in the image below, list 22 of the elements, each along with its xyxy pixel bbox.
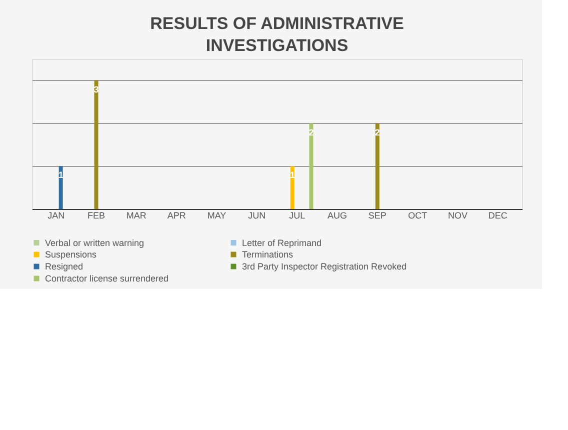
legend-label: Suspensions bbox=[45, 250, 98, 260]
x-tick-label: SEP bbox=[368, 210, 386, 220]
x-tick-label: JUN bbox=[248, 210, 266, 220]
legend-label: Verbal or written warning bbox=[45, 238, 144, 248]
legend-label: Letter of Reprimand bbox=[242, 238, 322, 248]
x-tick-label: AUG bbox=[327, 210, 348, 220]
x-tick-label: JUL bbox=[289, 210, 306, 220]
x-tick-label: MAR bbox=[126, 210, 147, 220]
x-tick-label: FEB bbox=[88, 210, 106, 220]
x-tick-label: APR bbox=[167, 210, 186, 220]
legend-label: Contractor license surrendered bbox=[45, 274, 169, 284]
x-tick-label: NOV bbox=[448, 210, 468, 220]
x-tick-label: DEC bbox=[488, 210, 508, 220]
x-tick-label: OCT bbox=[408, 210, 428, 220]
x-tick-label: JAN bbox=[48, 210, 65, 220]
legend-label: Resigned bbox=[45, 262, 84, 272]
legend-label: 3rd Party Inspector Registration Revoked bbox=[242, 262, 407, 272]
x-tick-label: MAY bbox=[207, 210, 226, 220]
data-label: 2 bbox=[308, 127, 314, 138]
data-label: 3 bbox=[94, 84, 99, 94]
legend-label: Terminations bbox=[242, 250, 294, 260]
chart-title: RESULTS OF ADMINISTRATIVE INVESTIGATIONS bbox=[150, 14, 404, 55]
